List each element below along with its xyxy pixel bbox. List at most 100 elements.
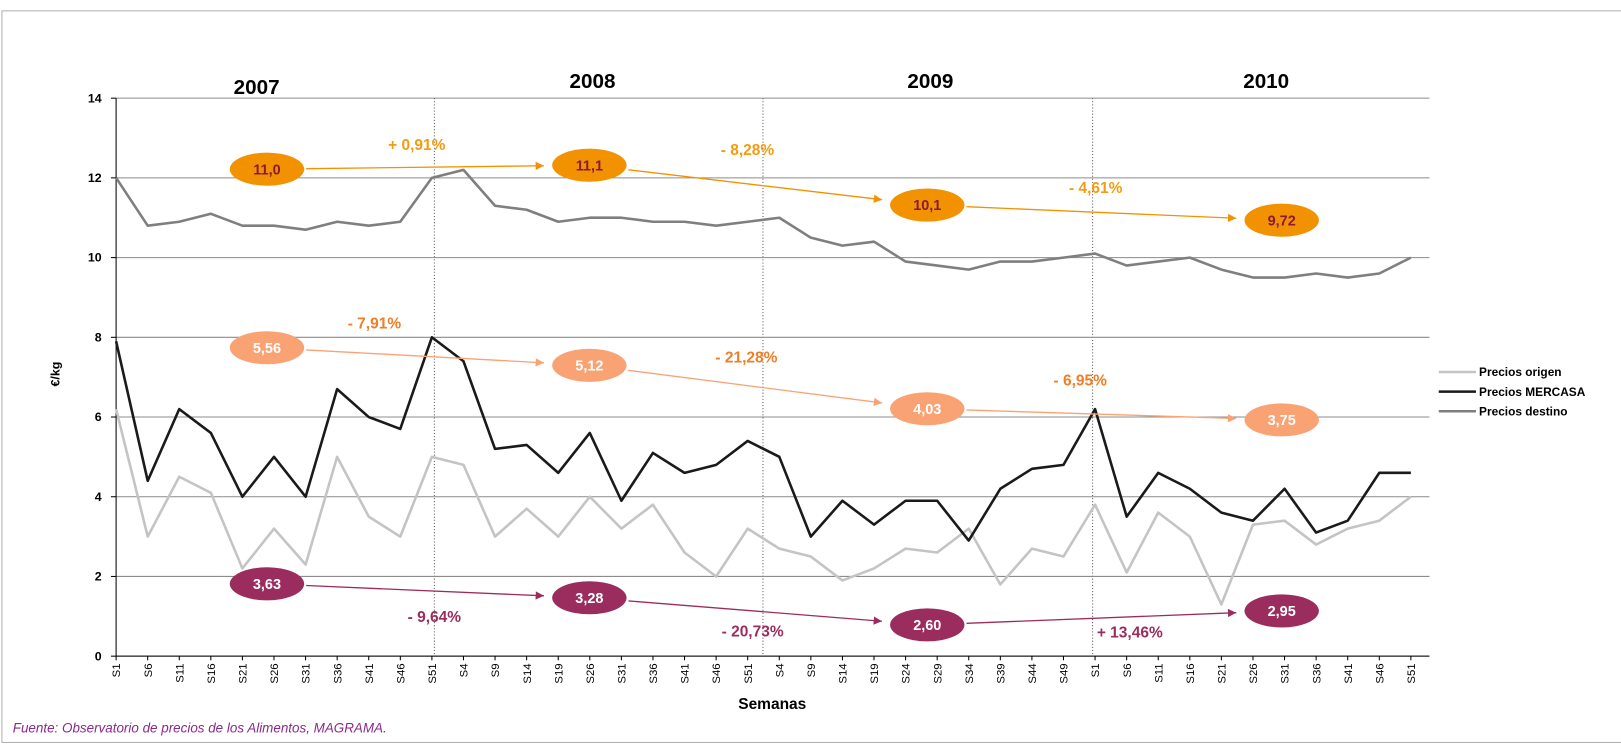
average-label: 5,56 (253, 341, 281, 357)
x-tick-label: S14 (838, 663, 850, 683)
series-line (114, 408, 1412, 606)
trend-arrow (628, 169, 883, 201)
arrow-head (535, 591, 544, 600)
average-badge (552, 581, 627, 615)
change-label: - 4,61% (1069, 180, 1123, 197)
legend-label: Precios destino (1479, 404, 1567, 418)
average-badge (1244, 403, 1319, 437)
y-tick-label: 2 (95, 570, 102, 584)
x-tick-label: S39 (995, 663, 1007, 683)
x-tick-label: S11 (1153, 663, 1165, 682)
average-label: 2,95 (1268, 604, 1296, 620)
x-tick-label: S41 (364, 663, 376, 683)
arrow-head (1227, 608, 1237, 618)
change-label: - 21,28% (715, 350, 777, 367)
average-badge (229, 331, 305, 365)
average-badge (229, 567, 305, 601)
x-tick-label: S51 (427, 663, 439, 683)
x-tick-label: S26 (585, 663, 597, 683)
x-tick-label: S19 (869, 663, 881, 683)
y-tick-label: 4 (95, 490, 102, 504)
change-label: - 9,64% (408, 609, 462, 626)
change-label: - 20,73% (722, 624, 784, 641)
x-tick-label: S36 (332, 663, 344, 683)
x-tick-label: S16 (206, 663, 218, 683)
x-tick-label: S16 (1185, 663, 1197, 683)
source-note: Fuente: Observatorio de precios de los A… (13, 721, 387, 736)
x-tick-label: S26 (269, 663, 281, 683)
y-tick-label: 6 (95, 410, 102, 424)
series-line (115, 168, 1412, 279)
arrow-head (873, 397, 883, 406)
legend-label: Precios MERCASA (1479, 385, 1586, 399)
y-tick-label: 14 (88, 91, 102, 105)
y-tick-label: 0 (95, 649, 102, 663)
year-labels: 2007 2008 2009 2010 (234, 70, 1290, 99)
arrow-head (1227, 414, 1237, 423)
x-tick-label: S36 (1311, 663, 1323, 683)
trend-arrow (306, 165, 544, 170)
year-label: 2007 (234, 76, 280, 99)
year-label: 2008 (569, 70, 615, 93)
trend-arrow (966, 612, 1237, 624)
frame (1, 10, 1621, 743)
x-tick-label: S36 (648, 663, 660, 683)
x-tick-label: S46 (395, 663, 407, 683)
x-tick-label: S24 (901, 663, 913, 683)
trend-arrow (628, 369, 883, 404)
trend-arrow (306, 584, 544, 597)
trend-arrow (628, 600, 882, 622)
x-tick-label: S51 (743, 663, 755, 683)
average-badge (1244, 594, 1319, 628)
x-axis-title: Semanas (738, 696, 806, 713)
average-label: 2,60 (913, 618, 941, 634)
average-label: 4,03 (913, 402, 941, 418)
x-tick-label: S6 (1122, 663, 1134, 677)
average-badge (1244, 203, 1319, 237)
x-tick-label: S4 (774, 663, 786, 677)
x-tick-label: S21 (1217, 663, 1229, 683)
x-tick-label: S41 (1343, 663, 1355, 683)
arrow-head (535, 358, 544, 367)
change-label: - 8,28% (721, 142, 775, 159)
arrow-head (873, 616, 882, 625)
trend-arrow (966, 409, 1237, 420)
x-tick-label: S34 (964, 663, 976, 683)
x-tick-label: S21 (238, 663, 250, 683)
average-badge (890, 608, 965, 642)
average-label: 11,0 (253, 162, 280, 178)
average-badge (552, 148, 627, 182)
x-tick-label: S26 (1248, 663, 1260, 683)
average-label: 9,72 (1268, 213, 1296, 229)
x-tick-label: S46 (711, 663, 723, 683)
x-tick-label: S6 (143, 663, 155, 677)
average-label: 11,1 (576, 158, 603, 174)
average-badge (552, 348, 627, 382)
x-tick-label: S9 (806, 663, 818, 677)
x-tick-label: S9 (490, 663, 502, 677)
arrow-head (1227, 213, 1237, 223)
y-tick-label: 12 (88, 171, 102, 185)
x-tick-label: S31 (1280, 663, 1292, 683)
average-label: 5,12 (575, 358, 603, 374)
x-tick-label: S44 (1027, 663, 1039, 683)
arrow-head (535, 161, 544, 170)
x-tick-label: S4 (459, 663, 471, 677)
x-tick-label: S41 (680, 663, 692, 683)
average-label: 3,28 (575, 591, 603, 607)
average-badge (890, 392, 965, 426)
series-line (114, 335, 1411, 542)
y-tick-label: 10 (88, 251, 102, 265)
arrow-head (873, 194, 883, 203)
change-label: - 6,95% (1053, 372, 1107, 389)
x-tick-label: S1 (111, 663, 123, 677)
trend-arrow (966, 206, 1237, 219)
average-badge (890, 188, 965, 222)
change-label: + 0,91% (388, 137, 446, 154)
trend-arrow (306, 349, 545, 364)
x-tick-label: S1 (1090, 663, 1102, 677)
x-tick-label: S11 (174, 663, 186, 682)
average-label: 10,1 (913, 198, 941, 214)
x-tick-label: S31 (617, 663, 629, 683)
